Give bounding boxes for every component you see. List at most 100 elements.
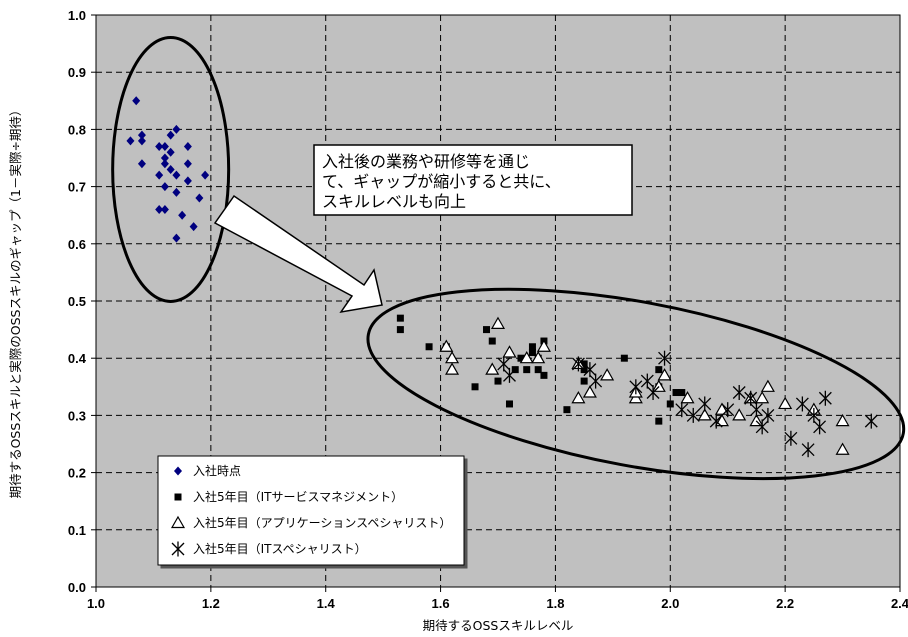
callout-line-2: て、ギャップが縮小すると共に、 [322,172,561,191]
data-point [160,142,169,152]
data-point [483,326,491,334]
y-tick-label: 1.0 [68,8,86,23]
legend-marker-0 [174,466,182,476]
data-point [721,402,735,418]
data-point [183,142,192,152]
data-point [795,396,809,412]
data-point [126,136,135,146]
data-point [396,326,404,334]
data-point [172,233,181,243]
data-point [160,159,169,169]
initial-group-ellipse [111,35,231,303]
legend-label-1: 入社5年目（ITサービスマネジメント） [193,489,403,504]
data-point [178,210,187,220]
data-point [835,442,850,455]
data-point [201,170,210,180]
legend-marker-1 [174,493,182,501]
data-point [160,182,169,192]
data-point [698,396,712,412]
data-point [646,385,660,401]
series-0 [126,96,210,243]
legend-markers [170,466,186,557]
data-point [502,345,517,358]
data-point [160,204,169,214]
data-point [651,379,666,392]
data-point [485,362,500,375]
legend-label-2: 入社5年目（アプリケーションスペシャリスト） [193,515,451,530]
x-tick-label: 1.4 [317,596,336,611]
data-point [571,356,585,372]
data-point [675,402,689,418]
x-tick-label: 2.0 [661,596,679,611]
data-point [760,379,775,392]
legend-marker-3 [171,541,185,557]
data-point [439,339,454,352]
data-point [183,159,192,169]
callout-box [313,144,633,216]
data-point [657,368,672,381]
data-point [534,366,542,374]
data-point [132,96,141,106]
data-point [137,159,146,169]
legend-marker-2 [170,515,186,529]
data-points [126,96,878,458]
data-point [503,367,516,383]
data-point [488,337,496,345]
x-tick-label: 1.6 [432,596,450,611]
y-tick-label: 0.0 [68,580,86,595]
data-point [396,314,404,322]
data-point [471,383,479,391]
data-point [709,413,723,429]
legend: 入社時点 入社5年目（ITサービスマネジメント） 入社5年目（アプリケーションス… [157,455,465,566]
data-point [640,373,654,389]
y-tick-label: 0.3 [68,408,86,423]
data-point [655,366,663,374]
y-tick-label: 0.8 [68,122,86,137]
callout-line-1: 入社後の業務や研修等を通じ [322,152,530,171]
data-point [749,402,763,418]
data-point [818,390,832,406]
data-point [497,356,511,372]
data-point [155,142,164,152]
data-point [744,390,758,406]
data-point [589,373,603,389]
y-tick-label: 0.1 [68,523,86,538]
data-point [755,391,770,404]
data-point [523,366,531,374]
data-point [807,407,821,423]
data-point [166,147,175,157]
x-tick-label: 2.4 [891,596,908,611]
data-point [505,400,513,408]
data-point [172,170,181,180]
y-tick-label: 0.6 [68,237,86,252]
legend-box [157,455,465,566]
y-axis-title: 期待するOSSスキルと実際のOSSスキルのギャップ（1－実際÷期待） [8,104,23,499]
legend-label-3: 入社5年目（ITスペシャリスト） [193,541,367,556]
gridlines [96,15,900,587]
data-point [166,130,175,140]
fifth-year-group-ellipse [366,287,906,481]
y-axis-ticks: 0.0 0.1 0.2 0.3 0.4 0.5 0.6 0.7 0.8 0.9 1.0 [68,8,96,595]
data-point [445,362,460,375]
data-point [813,419,827,435]
data-point [183,176,192,186]
data-point [166,164,175,174]
data-point [155,170,164,180]
x-tick-label: 1.8 [546,596,564,611]
y-tick-label: 0.2 [68,466,86,481]
data-point [172,124,181,134]
legend-label-0: 入社時点 [193,463,241,478]
data-point [494,377,502,385]
data-point [629,379,643,395]
x-tick-label: 1.2 [202,596,220,611]
y-tick-label: 0.7 [68,180,86,195]
y-tick-label: 0.4 [68,351,87,366]
data-point [778,396,793,410]
x-tick-label: 1.0 [87,596,105,611]
data-point [864,413,878,429]
data-point [678,389,686,397]
data-point [582,385,597,398]
data-point [784,430,798,446]
data-point [835,413,850,427]
data-point [680,391,695,404]
